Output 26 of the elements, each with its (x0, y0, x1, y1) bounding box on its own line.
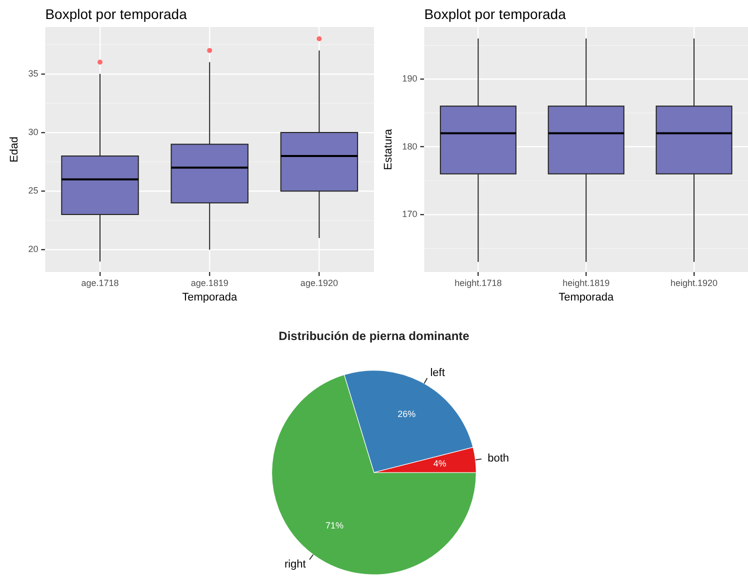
data-label: 4% (433, 458, 446, 469)
slice-label: both (488, 452, 509, 464)
y-tick-label: 25 (28, 186, 38, 196)
x-axis-title: Temporada (182, 291, 238, 304)
x-tick-label: age.1718 (81, 278, 119, 288)
x-tick-label: height.1819 (562, 278, 610, 288)
x-axis-title: Temporada (558, 291, 614, 304)
chart-title: Boxplot por temporada (45, 6, 188, 22)
data-label: 71% (325, 520, 344, 530)
x-tick-label: age.1819 (190, 278, 228, 288)
slice-label: right (284, 558, 306, 571)
y-tick-label: 170 (402, 208, 418, 219)
y-tick-label: 190 (402, 74, 418, 84)
x-tick-label: height.1718 (454, 278, 502, 288)
x-tick-label: age.1920 (300, 278, 338, 288)
y-axis-title: Estatura (382, 128, 395, 170)
chart-title: Boxplot por temporada (424, 6, 566, 22)
data-label: 26% (398, 409, 416, 420)
chart-title: Distribución de pierna dominante (278, 329, 470, 343)
y-tick-label: 30 (28, 126, 38, 137)
x-tick-label: height.1920 (670, 278, 718, 288)
y-tick-label: 35 (28, 68, 38, 78)
slice-label: left (430, 366, 445, 379)
y-tick-label: 180 (402, 141, 418, 152)
y-axis-title: Edad (8, 136, 21, 162)
y-tick-label: 20 (28, 244, 38, 254)
